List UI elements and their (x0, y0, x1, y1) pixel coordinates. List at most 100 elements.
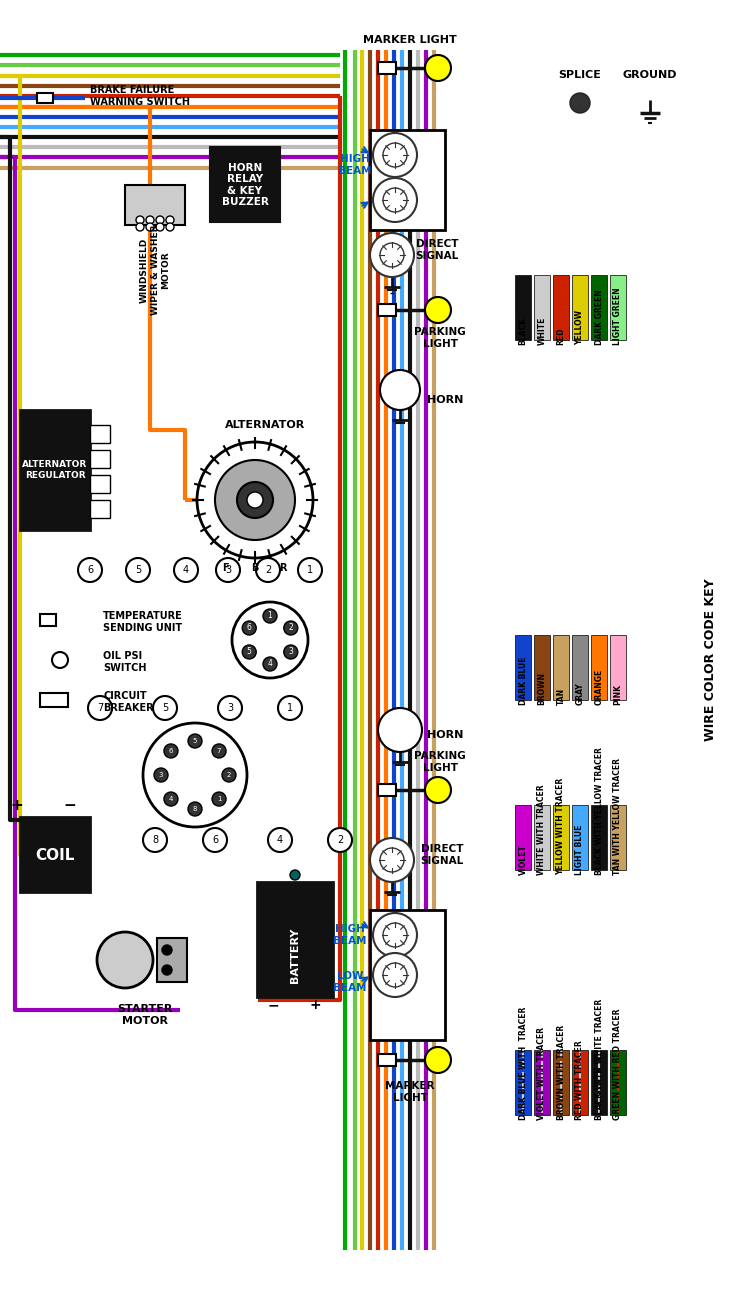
Circle shape (242, 621, 256, 635)
Circle shape (570, 93, 590, 113)
Circle shape (162, 965, 172, 974)
Text: B: B (251, 563, 259, 573)
Text: GROUND: GROUND (622, 70, 677, 80)
Bar (210, 148, 280, 223)
Bar (534, 276, 550, 340)
Text: LIGHT BLUE: LIGHT BLUE (575, 824, 584, 875)
Text: GREEN WITH RED TRACER: GREEN WITH RED TRACER (614, 1008, 622, 1121)
Text: 3: 3 (225, 565, 231, 575)
Bar (591, 805, 607, 870)
Bar (534, 805, 550, 870)
Text: CIRCUIT
BREAKER: CIRCUIT BREAKER (103, 691, 154, 713)
Circle shape (153, 696, 177, 719)
Bar (90, 450, 110, 468)
Text: 6: 6 (87, 565, 93, 575)
Circle shape (188, 734, 202, 748)
Text: YELLOW WITH TRACER: YELLOW WITH TRACER (556, 778, 566, 875)
Circle shape (212, 792, 226, 806)
Text: WHITE WITH TRACER: WHITE WITH TRACER (538, 784, 547, 875)
Text: 6: 6 (247, 624, 252, 633)
Text: STARTER
MOTOR: STARTER MOTOR (117, 1004, 172, 1026)
Circle shape (380, 243, 404, 267)
Circle shape (156, 223, 164, 232)
Bar (515, 1049, 531, 1115)
Circle shape (162, 945, 172, 955)
Circle shape (136, 216, 144, 224)
Bar (610, 276, 626, 340)
Bar (572, 276, 588, 340)
Circle shape (284, 644, 298, 659)
Text: LOW
BEAM: LOW BEAM (333, 972, 367, 992)
Text: WINDSHIELD
WIPER & WASHER
MOTOR: WINDSHIELD WIPER & WASHER MOTOR (140, 225, 170, 316)
Circle shape (373, 133, 417, 177)
Circle shape (174, 558, 198, 582)
Circle shape (126, 558, 150, 582)
Bar (378, 1055, 396, 1066)
Text: 1: 1 (287, 703, 293, 713)
Circle shape (425, 1047, 451, 1073)
Bar (572, 1049, 588, 1115)
Bar (534, 635, 550, 700)
Circle shape (298, 558, 322, 582)
Circle shape (383, 188, 407, 212)
Circle shape (383, 963, 407, 987)
Bar (553, 635, 569, 700)
Text: 3: 3 (288, 647, 293, 656)
Text: BLACK WITH YELLOW TRACER: BLACK WITH YELLOW TRACER (595, 747, 604, 875)
Bar (378, 784, 396, 796)
Text: 1: 1 (268, 612, 272, 621)
Text: BROWN: BROWN (538, 672, 547, 705)
Bar (378, 304, 396, 316)
Bar (553, 1049, 569, 1115)
Text: MARKER
LIGHT: MARKER LIGHT (386, 1082, 435, 1102)
Text: GRAY: GRAY (575, 682, 584, 705)
Circle shape (237, 481, 273, 518)
Circle shape (268, 828, 292, 851)
Text: 8: 8 (193, 806, 197, 813)
Bar (572, 635, 588, 700)
Text: VIOLET WITH TRACER: VIOLET WITH TRACER (538, 1027, 547, 1121)
Bar (20, 817, 90, 892)
Circle shape (146, 216, 154, 224)
Text: 2: 2 (337, 835, 343, 845)
Bar (90, 475, 110, 493)
Bar (90, 499, 110, 518)
Text: 2: 2 (265, 565, 272, 575)
Text: TAN WITH YELLOW TRACER: TAN WITH YELLOW TRACER (614, 758, 622, 875)
Text: RED: RED (556, 327, 566, 345)
Circle shape (166, 223, 174, 232)
Text: 3: 3 (227, 703, 233, 713)
Bar (370, 129, 445, 230)
Text: +: + (309, 998, 321, 1012)
Circle shape (278, 696, 302, 719)
Bar (610, 1049, 626, 1115)
Text: 6: 6 (212, 835, 218, 845)
Bar (515, 805, 531, 870)
Text: TAN: TAN (556, 688, 566, 705)
Text: 3: 3 (159, 773, 164, 778)
Circle shape (425, 298, 451, 324)
Text: ORANGE: ORANGE (595, 669, 604, 705)
Text: YELLOW: YELLOW (575, 311, 584, 345)
Text: BLACK WITH WHITE TRACER: BLACK WITH WHITE TRACER (595, 999, 604, 1121)
Bar (610, 805, 626, 870)
Circle shape (256, 558, 280, 582)
Text: DIRECT
SIGNAL: DIRECT SIGNAL (416, 239, 458, 261)
Bar (515, 635, 531, 700)
Circle shape (290, 870, 300, 880)
Circle shape (242, 644, 256, 659)
Circle shape (143, 723, 247, 827)
Bar (378, 62, 396, 74)
Text: PARKING
LIGHT: PARKING LIGHT (414, 327, 466, 349)
Circle shape (222, 769, 236, 782)
Text: BATTERY: BATTERY (290, 928, 300, 982)
Bar (553, 805, 569, 870)
Text: WIRE COLOR CODE KEY: WIRE COLOR CODE KEY (704, 578, 716, 741)
Bar (572, 805, 588, 870)
Text: R: R (279, 563, 286, 573)
Text: TEMPERATURE
SENDING UNIT: TEMPERATURE SENDING UNIT (103, 611, 183, 633)
Text: 7: 7 (217, 748, 221, 754)
Circle shape (164, 792, 178, 806)
Text: 2: 2 (289, 624, 293, 633)
Circle shape (328, 828, 352, 851)
